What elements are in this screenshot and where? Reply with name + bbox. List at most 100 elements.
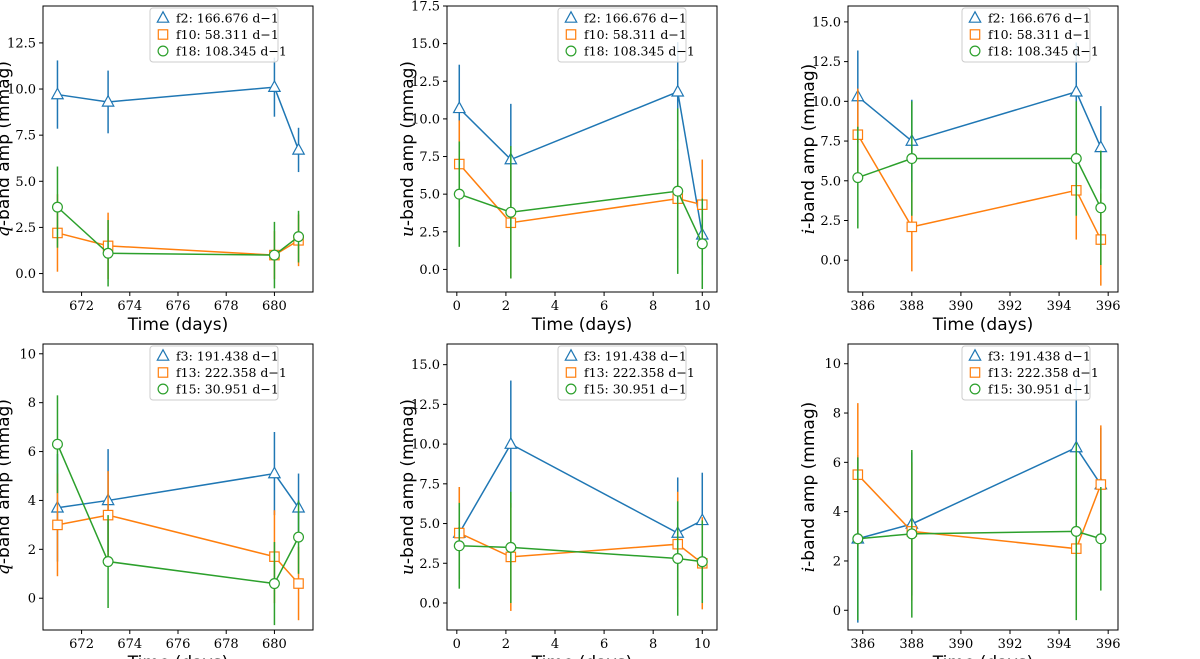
y-tick-label: 10.0 [411, 438, 440, 453]
point-f10-1 [906, 221, 918, 233]
legend-marker-f15 [565, 383, 577, 395]
point-f15-2 [672, 552, 684, 564]
legend-marker-f18 [157, 45, 169, 57]
point-f18-1 [505, 206, 517, 218]
x-tick-label: 678 [214, 637, 239, 652]
x-tick-label: 0 [453, 299, 461, 314]
legend-label-f13: f13: 222.358 d−1 [584, 365, 695, 380]
legend-marker-f13 [157, 367, 169, 378]
legend-label-f15: f15: 30.951 d−1 [988, 382, 1091, 397]
point-f15-0 [51, 438, 63, 450]
y-tick-label: 6 [28, 445, 36, 460]
point-f18-2 [672, 185, 684, 197]
y-tick-label: 15.0 [411, 37, 440, 52]
point-f2-3 [1094, 139, 1108, 153]
series-f13 [852, 403, 1107, 613]
point-f2-3 [291, 142, 306, 155]
y-tick-label: 10.0 [812, 95, 841, 110]
point-f13-0 [52, 519, 63, 531]
legend-marker-f18 [969, 45, 981, 57]
point-f18-0 [51, 201, 63, 213]
line-f15 [857, 530, 1102, 540]
point-f18-3 [1095, 202, 1107, 214]
x-tick-label: 396 [1096, 299, 1121, 314]
point-f15-1 [102, 556, 114, 568]
y-tick-label: 7.5 [419, 477, 440, 492]
y-tick-label: 10.0 [411, 112, 440, 127]
legend-label-f15: f15: 30.951 d−1 [584, 382, 687, 397]
panel-bottom-i: 386 388 390 392 394 396 0 2 4 6 8 10 Time (days) i-ba… [799, 343, 1121, 659]
legend-marker-f13 [565, 367, 577, 378]
y-tick-label: 8 [28, 396, 36, 411]
x-tick-label: 388 [899, 637, 924, 652]
line-f18 [857, 157, 1102, 209]
line-f10 [857, 134, 1102, 240]
point-f15-0 [852, 533, 864, 545]
y-tick-label: 12.5 [411, 398, 440, 413]
line-f3 [57, 472, 300, 509]
y-tick-label: 4 [28, 494, 36, 509]
y-tick-label: 0.0 [15, 267, 36, 282]
line-f2 [57, 86, 300, 151]
series-f3 [50, 432, 306, 562]
point-f15-3 [293, 531, 305, 543]
line-f10 [458, 163, 703, 224]
point-f18-2 [268, 249, 280, 261]
panel-bottom-q: 672 674 676 678 680 0 2 4 6 8 10 Time (days) q-band … [0, 343, 314, 659]
point-f13-3 [293, 578, 304, 589]
axes-frame [847, 5, 1119, 293]
x-tick-label: 676 [166, 299, 191, 314]
legend-label-f3: f3: 191.438 d−1 [176, 349, 279, 364]
x-tick-label: 8 [649, 637, 657, 652]
line-f13 [57, 514, 300, 585]
panel-top-q: 672 674 676 678 680 0.0 2.5 5.0 7.5 10.0 12.5 Time … [0, 5, 314, 335]
legend-marker-f10 [565, 29, 577, 40]
legend-label-f3: f3: 191.438 d−1 [584, 349, 687, 364]
y-tick-label: 7.5 [15, 129, 36, 144]
x-tick-label: 386 [850, 637, 875, 652]
x-tick-label: 386 [850, 299, 875, 314]
y-tick-label: 0.0 [820, 254, 841, 269]
series-f18 [51, 166, 305, 289]
y-tick-label: 2.5 [15, 221, 36, 236]
x-axis-label: Time (days) [932, 315, 1033, 335]
legend-marker-f18 [565, 45, 577, 57]
x-axis-label: Time (days) [932, 653, 1033, 659]
axes-frame [446, 5, 718, 293]
y-tick-label: 17.5 [411, 0, 440, 15]
legend-marker-f13 [969, 367, 981, 378]
x-tick-label: 8 [649, 299, 657, 314]
point-f18-3 [293, 231, 305, 243]
x-tick-label: 390 [948, 637, 973, 652]
line-f2 [857, 90, 1102, 148]
legend-marker-f2 [156, 10, 170, 23]
x-tick-label: 2 [502, 299, 510, 314]
x-tick-label: 388 [899, 299, 924, 314]
point-f18-2 [1070, 153, 1082, 165]
point-f18-1 [906, 153, 918, 165]
legend-box [961, 345, 1091, 401]
line-f3 [458, 443, 703, 534]
point-f3-1 [504, 436, 518, 449]
y-tick-label: 2.5 [419, 225, 440, 240]
x-tick-label: 676 [166, 637, 191, 652]
x-tick-label: 4 [551, 637, 559, 652]
x-tick-label: 390 [948, 299, 973, 314]
legend-marker-f3 [156, 348, 170, 361]
y-tick-label: 5.0 [15, 175, 36, 190]
x-tick-label: 396 [1096, 637, 1121, 652]
x-tick-label: 674 [117, 299, 142, 314]
point-f18-0 [852, 172, 864, 184]
axes-frame [446, 343, 718, 631]
legend-marker-f3 [564, 348, 578, 361]
y-axis-label: q-band amp (mmag) [0, 61, 14, 237]
panel-bottom-u: 0 2 4 6 8 10 0.0 2.5 5.0 7.5 10.0 12.5 15.0 Time (day… [398, 343, 718, 659]
legend-marker-f3 [968, 348, 982, 361]
x-tick-label: 672 [69, 299, 94, 314]
y-axis-label: i-band amp (mmag) [799, 64, 819, 235]
y-tick-label: 5.0 [419, 517, 440, 532]
y-tick-label: 10.0 [7, 83, 36, 98]
